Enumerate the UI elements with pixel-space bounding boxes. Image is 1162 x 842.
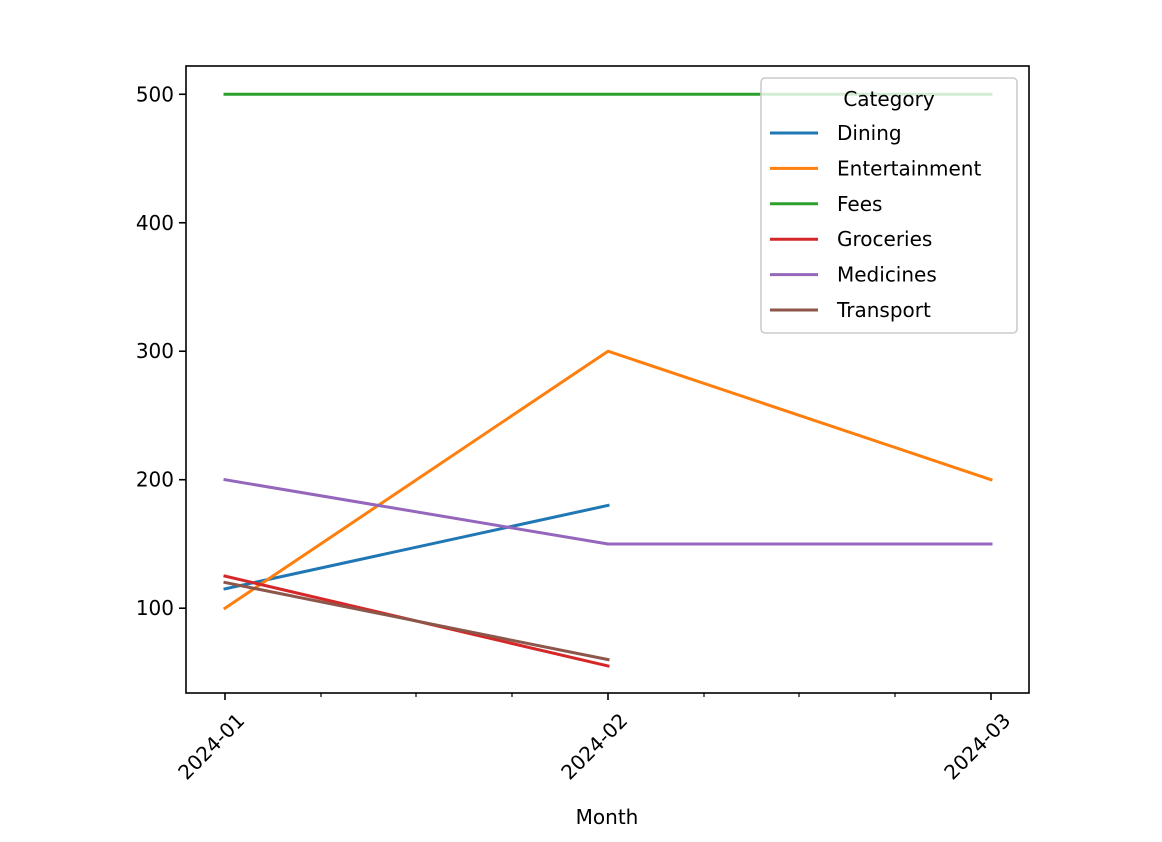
legend-title: Category [843, 87, 935, 111]
y-tick-label: 100 [136, 596, 174, 620]
y-tick-label: 500 [136, 82, 174, 106]
series-line-transport [223, 580, 610, 662]
legend-label-fees: Fees [837, 192, 882, 216]
legend-box [760, 77, 1018, 334]
series-line-dining [223, 503, 610, 591]
legend-entries: Dining Entertainment Fees Groceries Medicine… [770, 121, 981, 322]
legend-label-medicines: Medicines [837, 263, 937, 287]
legend-label-groceries: Groceries [837, 227, 932, 251]
y-tick-label: 200 [136, 468, 174, 492]
y-tick-label: 300 [136, 339, 174, 363]
legend-label-entertainment: Entertainment [837, 156, 981, 180]
plot-frame [185, 65, 1030, 694]
legend: Category Dining Entertainment Fees Grocerie… [760, 77, 1018, 334]
legend-label-dining: Dining [837, 121, 902, 145]
legend-label-transport: Transport [836, 298, 931, 322]
y-tick-label: 400 [136, 211, 174, 235]
series-line-medicines [223, 477, 993, 546]
series-line-entertainment [222, 349, 993, 611]
x-axis-title: Month [576, 805, 639, 829]
